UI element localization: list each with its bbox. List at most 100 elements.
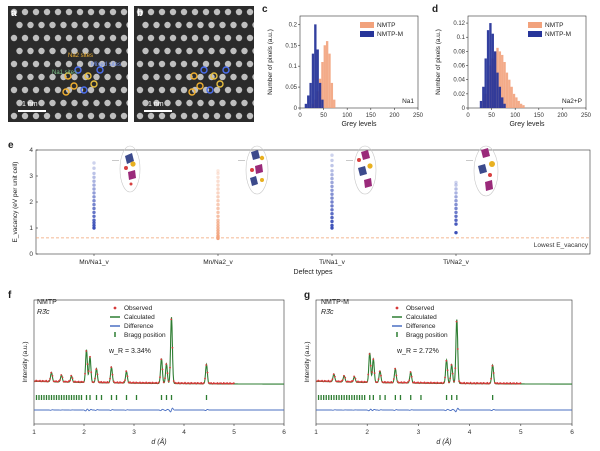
atom-column [109,34,117,42]
site-marker [90,80,98,88]
energy-point [216,234,220,238]
observed-point [210,382,213,384]
atom-column [158,34,166,42]
observed-point [509,382,512,384]
atom-column [224,60,232,68]
energy-point [454,199,458,203]
histogram-bar [493,51,497,108]
observed-point [316,380,318,383]
calculated-profile [34,317,284,385]
atom-column [43,34,51,42]
atom-column [21,34,29,42]
atom-column [235,34,243,42]
atom-column [98,8,106,16]
atom-column [164,47,171,55]
energy-point [330,196,334,200]
energy-point [330,223,334,228]
atom-column [71,21,78,29]
observed-point [367,373,370,376]
atom-column [191,8,199,16]
site-marker [206,86,214,94]
atom-column [164,21,171,29]
energy-point [216,218,220,222]
energy-point [330,219,334,224]
observed-point [508,382,510,385]
site-marker [216,80,224,88]
atom-column [104,73,111,81]
observed-point [413,381,416,384]
legend-label: Observed [406,305,435,312]
observed-point [332,373,335,376]
atom-column [98,34,106,42]
atom-column [230,73,237,81]
atom-column [82,47,89,55]
energy-point [216,183,220,187]
atom-column [120,86,128,94]
x-tick-label: 200 [389,113,400,119]
y-tick-label: 2 [29,199,33,206]
observed-point [378,370,381,373]
observed-point [477,382,480,385]
observed-points [316,320,522,385]
observed-point [52,380,55,383]
atom-column [120,60,128,68]
observed-point [340,380,343,382]
atom-column [208,99,215,107]
legend-label: Bragg position [406,332,448,339]
energy-point [454,195,458,199]
energy-point [454,191,458,195]
histogram-bar [333,99,336,108]
atom-column [191,60,199,68]
observed-point [75,381,78,383]
structure-inset-mn-na2 [245,145,269,195]
x-axis-label: d (Å) [151,437,166,446]
atom-column [142,73,149,81]
atom-column [27,47,34,55]
observed-point [372,358,375,360]
observed-point [418,382,421,385]
atom-column [224,86,232,94]
structure-inset-stem [112,160,119,161]
observed-point [400,381,403,383]
atom-column [120,34,128,42]
legend-label: Calculated [124,314,155,321]
xrd-chart-f: 1 2 3 4 5 6 d (Å) Intensity (a.u.) Observed Calcu… [22,299,286,446]
vacancy-energy-chart: Lowest E_vacancy 0 1 2 3 4 E_vacancy (eV per u… [12,147,591,276]
atom-column [169,112,177,120]
atom-column [224,34,232,42]
histogram-bar [512,93,516,108]
observed-point [57,380,60,382]
histogram-bar [496,72,499,108]
atom-column [147,8,155,16]
material-label-f: NMTP [37,299,57,306]
atom-column [241,73,248,81]
atom-column [142,47,149,55]
legend-label: Bragg position [124,332,166,339]
atom-column [65,112,73,120]
observed-point [145,381,148,384]
energy-point [330,184,334,189]
atom-column [54,8,62,16]
energy-point [92,175,96,179]
observed-point [124,379,126,382]
scale-bar-label-b: 1 nm [148,101,164,108]
observed-point [341,379,344,381]
observed-point [463,381,466,384]
y-axis-label: Intensity (a.u.) [22,341,29,382]
atom-column [213,86,221,94]
observed-point [221,382,224,385]
histogram-c: 0 50 100 150 200 250 0 0.05 0.1 0.15 0.2 Grey level… [267,15,424,128]
atom-column [213,60,221,68]
atom-column [164,99,171,107]
panel-letter-f: f [8,290,12,301]
observed-point [162,381,165,384]
space-group-label-g: R3̄c [321,309,334,316]
energy-point [330,176,334,181]
x-tick-label: 250 [581,113,592,119]
observed-point [125,370,128,373]
observed-point [47,380,50,382]
y-tick-label: 0.1 [457,35,466,41]
observed-point [160,358,163,361]
histogram-bar [517,100,520,108]
category-label: Ti/Na1_v [319,259,346,266]
